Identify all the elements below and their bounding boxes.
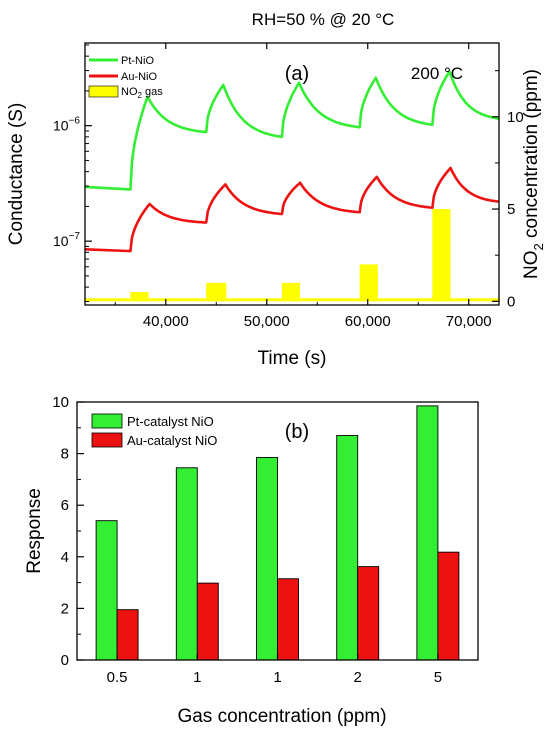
- no2-gas-bar-4: [359, 264, 378, 302]
- panel-b-label: (b): [285, 421, 309, 443]
- legend-gas-swatch: [88, 85, 119, 98]
- b-y-tick-label-10: 10: [52, 394, 69, 411]
- conductance-line-au-nio: [84, 166, 500, 253]
- panel-a: 40,000 50,000 60,000 70,000 10−7 10−6 0 5 10 (a)…: [6, 42, 546, 369]
- x-tick-label-60000: 60,000: [345, 313, 391, 330]
- no2-gas-bar-2: [206, 282, 227, 302]
- panel-a-xlabel: Time (s): [258, 348, 327, 369]
- y-left-tick-label-1e-7: 10−7: [53, 231, 80, 249]
- temperature-annotation: 200 °C: [411, 64, 463, 83]
- y-left-tick-label-1e-6: 10−6: [53, 116, 80, 134]
- panel-b-ylabel: Response: [24, 488, 45, 574]
- b-y-tick-label-8: 8: [61, 446, 69, 463]
- bar-au-5: [437, 551, 460, 661]
- bar-pt-4: [336, 435, 359, 661]
- panel-a-frame: [84, 42, 500, 306]
- y-right-tick-label-0: 0: [507, 293, 515, 310]
- no2-gas-bar-5: [432, 209, 451, 302]
- x-tick-label-70000: 70,000: [446, 313, 492, 330]
- bar-au-1: [116, 609, 139, 661]
- no2-gas-bar-1: [130, 292, 149, 302]
- b-y-tick-label-6: 6: [61, 497, 69, 514]
- panel-a-label: (a): [285, 63, 309, 85]
- panel-a-ylabel-left: Conductance (S): [6, 103, 27, 246]
- y-right-tick-label-10: 10: [507, 109, 524, 126]
- b-x-tick-label-5: 5: [434, 669, 442, 686]
- bar-pt-3: [256, 457, 278, 661]
- b-x-tick-label-1: 0.5: [107, 669, 128, 686]
- x-tick-label-50000: 50,000: [244, 313, 290, 330]
- panel-b-legend: Pt-catalyst NiO Au-catalyst NiO: [91, 413, 217, 448]
- bar-pt-5: [416, 405, 439, 661]
- bar-pt-2: [175, 467, 198, 661]
- y-right-tick-label-5: 5: [507, 201, 515, 218]
- panel-b-xlabel: Gas concentration (ppm): [177, 706, 386, 727]
- b-y-tick-label-2: 2: [61, 600, 69, 617]
- b-x-tick-label-2: 1: [193, 669, 201, 686]
- panel-b: 0.5 1 1 2 5 0 2 4 6 8 10 (b) Pt-catalyst NiO Au-ca…: [24, 394, 479, 727]
- bar-pt-1: [95, 520, 118, 661]
- legend-pt-catalyst-swatch: [91, 413, 123, 429]
- legend-au-catalyst-swatch: [91, 432, 123, 448]
- x-tick-label-40000: 40,000: [143, 313, 189, 330]
- legend-pt-catalyst-label: Pt-catalyst NiO: [127, 414, 214, 429]
- bar-au-3: [277, 578, 299, 661]
- b-x-tick-label-3: 1: [273, 669, 281, 686]
- bar-au-4: [357, 566, 380, 661]
- panel-a-ylabel-right: NO2 concentration (ppm): [521, 69, 546, 279]
- b-x-tick-label-4: 2: [354, 669, 362, 686]
- conductance-line-pt-nio: [84, 70, 500, 191]
- legend-au-catalyst-label: Au-catalyst NiO: [127, 433, 217, 448]
- bar-au-2: [196, 582, 219, 661]
- b-y-tick-label-4: 4: [61, 549, 69, 566]
- panel-a-legend: Pt-NiO Au-NiO NO2 gas: [88, 55, 163, 100]
- b-y-tick-label-0: 0: [61, 652, 69, 669]
- no2-gas-bar-3: [281, 282, 301, 302]
- legend-au-label: Au-NiO: [121, 71, 158, 83]
- legend-gas-label: NO2 gas: [121, 86, 163, 100]
- figure-header: RH=50 % @ 20 °C: [252, 10, 395, 29]
- legend-pt-label: Pt-NiO: [121, 55, 154, 67]
